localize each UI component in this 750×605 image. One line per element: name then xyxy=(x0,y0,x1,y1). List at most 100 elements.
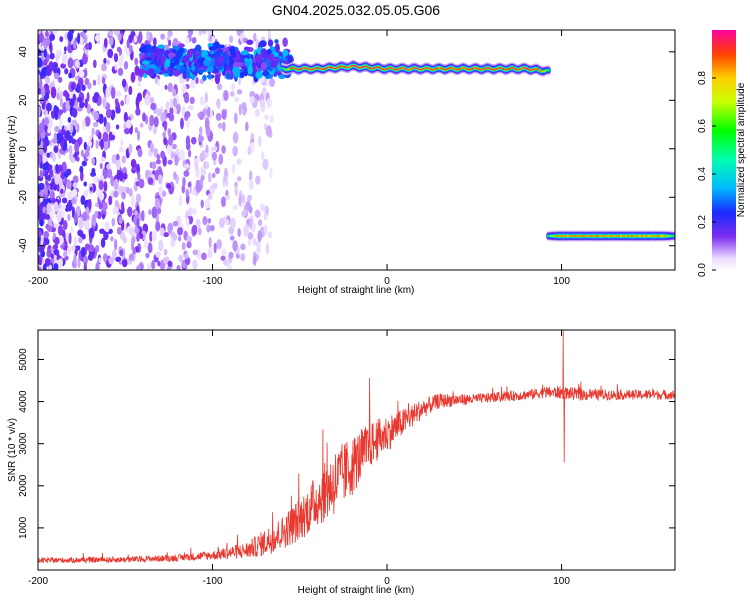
heatmap-cell xyxy=(207,106,211,118)
heatmap-cell xyxy=(75,87,80,93)
heatmap-cell xyxy=(116,227,122,235)
heatmap-cell xyxy=(54,173,60,185)
snr-line xyxy=(38,330,675,564)
heatmap-cell xyxy=(142,60,149,65)
heatmap-cell xyxy=(120,100,125,107)
heatmap-cell xyxy=(56,92,61,101)
heatmap-cell xyxy=(231,82,235,92)
heatmap-cell xyxy=(134,57,139,66)
heatmap-cell xyxy=(70,82,75,91)
heatmap-cell xyxy=(88,244,95,253)
heatmap-cell xyxy=(190,136,197,145)
heatmap-cell xyxy=(178,195,183,207)
heatmap-cell xyxy=(84,219,90,231)
heatmap-cell xyxy=(72,40,77,50)
heatmap-cell xyxy=(213,242,217,254)
heatmap-cell xyxy=(123,172,128,180)
heatmap-cell xyxy=(39,196,44,203)
heatmap-cell xyxy=(178,254,183,263)
snr-ytick-label: 4000 xyxy=(18,390,29,413)
heatmap-cell xyxy=(260,151,265,162)
heatmap-cell xyxy=(57,164,63,173)
heatmap-cell xyxy=(113,238,118,251)
heatmap-cell xyxy=(64,68,69,75)
heatmap-cell xyxy=(214,74,221,85)
heatmap-cell xyxy=(151,161,157,170)
heatmap-cell xyxy=(53,132,57,143)
colorbar-label: Normalized spectral amplitude xyxy=(736,82,747,217)
heatmap-cell xyxy=(259,40,267,48)
heatmap-cell xyxy=(176,264,181,270)
heatmap-cell xyxy=(121,78,127,88)
heatmap-cell xyxy=(153,116,159,128)
heatmap-cell xyxy=(193,61,201,68)
heatmap-cell xyxy=(136,217,140,229)
heatmap-cell xyxy=(129,226,135,237)
heatmap-cell xyxy=(111,249,117,261)
heatmap-cell xyxy=(98,113,104,125)
heatmap-cell xyxy=(101,201,108,211)
heatmap-cell xyxy=(77,32,81,45)
spectrogram-xlabel: Height of straight line (km) xyxy=(298,285,415,296)
heatmap-cell xyxy=(245,121,249,132)
heatmap-cell xyxy=(201,252,207,261)
heatmap-cell xyxy=(159,227,165,237)
heatmap-cell xyxy=(233,96,240,103)
heatmap-cell xyxy=(266,49,272,55)
heatmap-cell xyxy=(248,179,254,191)
heatmap-cell xyxy=(103,139,109,151)
snr-xtick-label: 0 xyxy=(384,576,390,587)
heatmap-cell xyxy=(106,163,111,170)
colorbar-tick-label: 0.4 xyxy=(697,167,708,181)
heatmap-cell xyxy=(204,92,208,103)
heatmap-cell xyxy=(139,122,144,128)
heatmap-cell xyxy=(138,178,145,189)
heatmap-cell xyxy=(61,197,68,204)
heatmap-cell xyxy=(201,30,207,35)
heatmap-cell xyxy=(116,90,122,97)
heatmap-cell xyxy=(38,208,42,218)
heatmap-cell xyxy=(59,36,64,43)
heatmap-cell xyxy=(207,74,213,80)
heatmap-cell xyxy=(128,143,133,155)
heatmap-cell xyxy=(92,95,99,103)
heatmap-cell xyxy=(263,212,268,221)
heatmap-cell xyxy=(38,266,42,270)
heatmap-cell xyxy=(99,228,105,235)
heatmap-cell xyxy=(106,168,113,179)
heatmap-cell xyxy=(71,197,76,205)
heatmap-cell xyxy=(193,157,200,164)
heatmap-cell xyxy=(58,235,64,246)
heatmap-cell xyxy=(184,36,190,45)
heatmap-cell xyxy=(47,127,52,134)
heatmap-cell xyxy=(158,239,164,252)
heatmap-cell xyxy=(38,122,45,134)
heatmap-cell xyxy=(136,130,141,141)
heatmap-cell xyxy=(86,92,90,102)
heatmap-cell xyxy=(57,76,63,83)
heatmap-cell xyxy=(46,67,52,77)
heatmap-cell xyxy=(157,44,165,49)
heatmap-cell xyxy=(97,73,101,86)
heatmap-cell xyxy=(138,31,143,43)
heatmap-cell xyxy=(222,121,226,132)
heatmap-cell xyxy=(118,55,124,68)
heatmap-cell xyxy=(52,244,59,250)
heatmap-cell xyxy=(247,232,254,240)
heatmap-cell xyxy=(103,57,107,65)
heatmap-cell xyxy=(246,39,254,45)
heatmap-cell xyxy=(102,253,108,263)
heatmap-cell xyxy=(217,55,224,64)
heatmap-cell xyxy=(128,187,133,197)
heatmap-cell xyxy=(110,175,115,187)
heatmap-cell xyxy=(108,256,114,265)
heatmap-cell xyxy=(183,253,189,260)
heatmap-cell xyxy=(188,149,192,158)
heatmap-cell xyxy=(59,133,64,142)
heatmap-cell xyxy=(68,232,72,245)
heatmap-cell xyxy=(103,180,108,192)
snr-ytick-label: 5000 xyxy=(18,348,29,371)
heatmap-cell xyxy=(46,152,51,158)
heatmap-cell xyxy=(82,255,88,265)
heatmap-cell xyxy=(266,79,270,87)
